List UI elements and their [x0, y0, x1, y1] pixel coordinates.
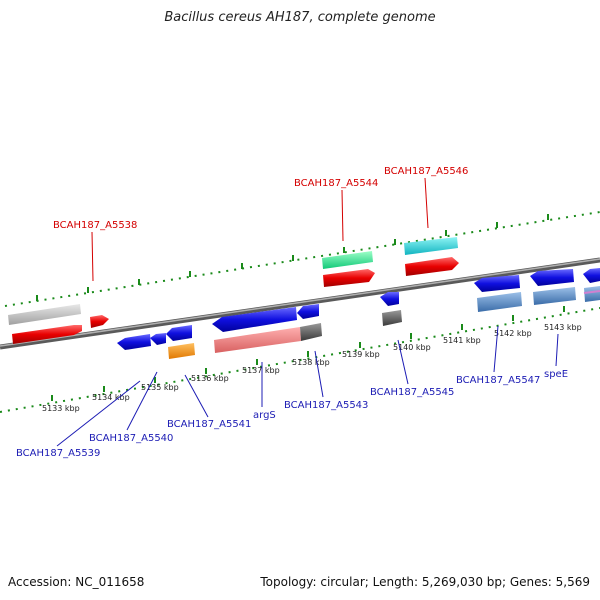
scale-label: 5134 kbp	[92, 393, 130, 402]
gene-feature[interactable]	[117, 334, 151, 350]
gene-feature[interactable]	[323, 269, 375, 287]
gene-label-a5544[interactable]: BCAH187_A5544	[294, 178, 378, 189]
scale-label: 5143 kbp	[544, 323, 582, 332]
bottom-label-leaders	[56, 325, 559, 447]
gene-feature[interactable]	[477, 292, 522, 312]
gene-feature[interactable]	[584, 286, 600, 302]
scale-label: 5142 kbp	[494, 329, 532, 338]
gene-feature[interactable]	[90, 315, 109, 328]
gene-feature[interactable]	[214, 327, 301, 353]
scale-label: 5137 kbp	[242, 366, 280, 375]
gene-feature[interactable]	[300, 323, 322, 341]
gene-feature[interactable]	[322, 251, 373, 269]
scale-label: 5133 kbp	[42, 404, 80, 413]
gene-label-a5538[interactable]: BCAH187_A5538	[53, 220, 137, 231]
top-label-leaders	[91, 177, 429, 282]
bottom-labels: BCAH187_A5539 BCAH187_A5540 BCAH187_A554…	[16, 369, 568, 459]
forward-strand-genes	[8, 237, 459, 344]
gene-feature[interactable]	[382, 310, 402, 326]
scale-labels: 5133 kbp 5134 kbp 5135 kbp 5136 kbp 5137…	[42, 323, 582, 413]
reverse-strand-genes	[117, 268, 600, 359]
gene-feature[interactable]	[533, 287, 576, 305]
gene-feature[interactable]	[150, 333, 166, 345]
gene-feature[interactable]	[212, 307, 297, 332]
gene-label-a5539[interactable]: BCAH187_A5539	[16, 448, 100, 459]
genome-backbone	[0, 257, 600, 350]
scale-label: 5141 kbp	[443, 336, 481, 345]
scale-label: 5135 kbp	[141, 383, 179, 392]
scale-label: 5139 kbp	[342, 350, 380, 359]
gene-label-args[interactable]: argS	[253, 410, 276, 421]
topology-text: Topology: circular; Length: 5,269,030 bp…	[260, 575, 590, 589]
gene-label-a5546[interactable]: BCAH187_A5546	[384, 166, 468, 177]
scale-label: 5136 kbp	[191, 374, 229, 383]
gene-label-a5543[interactable]: BCAH187_A5543	[284, 400, 368, 411]
gene-label-a5540[interactable]: BCAH187_A5540	[89, 433, 173, 444]
map-title: Bacillus cereus AH187, complete genome	[164, 10, 436, 25]
gene-label-a5547[interactable]: BCAH187_A5547	[456, 375, 540, 386]
scale-label: 5138 kbp	[292, 358, 330, 367]
gene-feature[interactable]	[474, 275, 520, 292]
gene-label-spee[interactable]: speE	[544, 369, 568, 380]
gene-label-a5545[interactable]: BCAH187_A5545	[370, 387, 454, 398]
gene-feature[interactable]	[404, 237, 458, 255]
bottom-dotted-track	[0, 307, 600, 413]
gene-feature[interactable]	[168, 343, 195, 359]
top-labels: BCAH187_A5538 BCAH187_A5544 BCAH187_A554…	[53, 166, 468, 231]
scale-label: 5140 kbp	[393, 343, 431, 352]
gene-feature[interactable]	[166, 325, 192, 341]
gene-feature[interactable]	[583, 268, 600, 283]
gene-feature[interactable]	[405, 257, 459, 276]
gene-label-a5541[interactable]: BCAH187_A5541	[167, 419, 251, 430]
bottom-track-ticks	[51, 306, 565, 401]
gene-feature[interactable]	[12, 325, 82, 344]
top-track-ticks	[36, 214, 549, 301]
accession-text: Accession: NC_011658	[8, 575, 145, 589]
gene-feature[interactable]	[297, 304, 319, 319]
gene-feature[interactable]	[8, 304, 81, 325]
gene-feature[interactable]	[380, 292, 399, 306]
gene-feature[interactable]	[530, 269, 574, 286]
